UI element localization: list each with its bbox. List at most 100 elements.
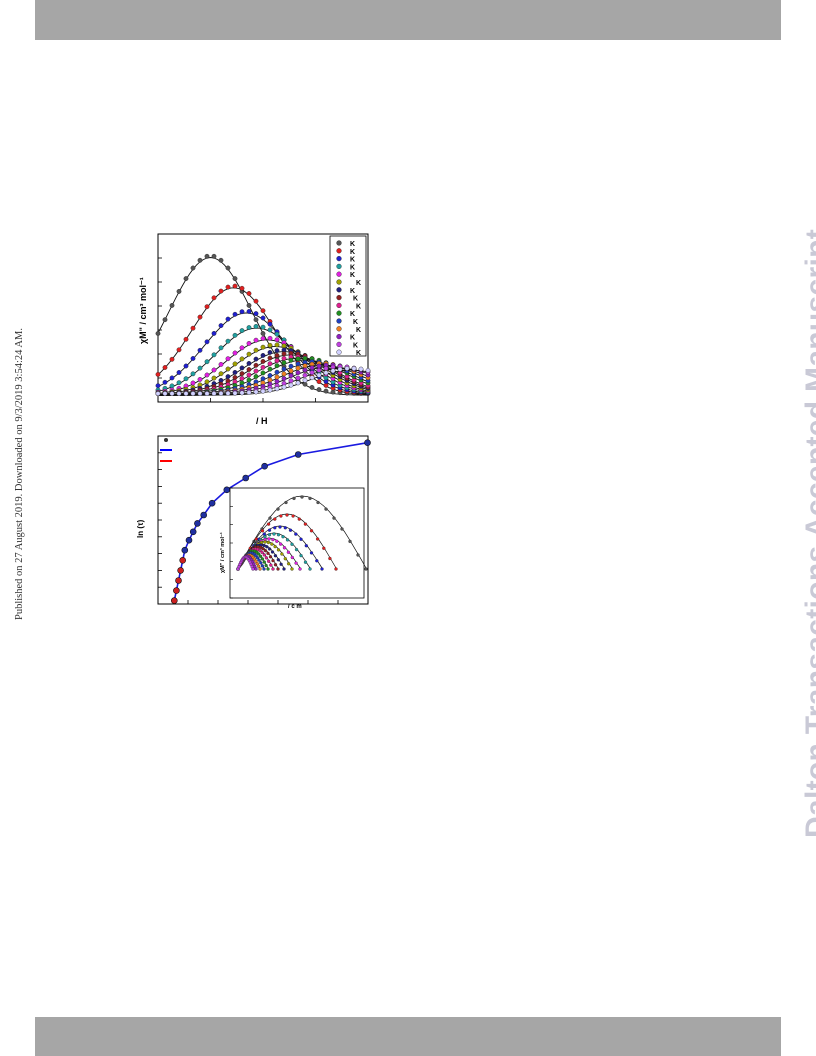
data-point xyxy=(175,577,182,584)
data-point xyxy=(242,474,249,482)
inset-point xyxy=(257,558,261,562)
data-point xyxy=(288,382,294,388)
data-point xyxy=(281,360,287,366)
inset-point xyxy=(258,554,263,558)
data-point xyxy=(281,355,287,361)
data-point xyxy=(274,337,280,343)
inset-point xyxy=(255,561,259,566)
data-point xyxy=(274,352,280,358)
data-point xyxy=(155,391,161,397)
data-point xyxy=(246,372,252,378)
data-point xyxy=(316,372,322,378)
data-point xyxy=(337,366,343,372)
data-point xyxy=(274,348,280,354)
data-point xyxy=(162,391,168,397)
inset-point xyxy=(263,540,267,544)
data-point xyxy=(330,389,336,395)
data-point xyxy=(288,363,294,369)
data-point xyxy=(223,486,231,494)
legend-bottom xyxy=(160,438,172,462)
data-point xyxy=(194,520,201,527)
data-point xyxy=(208,499,216,507)
data-point xyxy=(239,285,245,291)
inset-point xyxy=(290,555,294,560)
data-point xyxy=(190,265,196,271)
inset-point xyxy=(288,528,293,532)
data-point xyxy=(294,451,302,458)
data-point xyxy=(267,321,273,327)
data-point xyxy=(253,324,259,329)
inset-point xyxy=(328,556,332,561)
data-point xyxy=(288,357,294,363)
inset-point xyxy=(303,522,308,526)
data-point xyxy=(183,336,189,342)
data-point xyxy=(204,253,210,259)
data-point xyxy=(246,367,252,372)
data-point xyxy=(211,375,217,381)
legend-label: K xyxy=(353,319,358,326)
data-point xyxy=(260,370,266,376)
data-point xyxy=(218,257,224,263)
data-point xyxy=(155,331,161,336)
inset-point xyxy=(260,529,265,533)
data-point xyxy=(295,356,301,362)
data-point xyxy=(239,309,245,315)
data-point xyxy=(189,528,197,536)
data-point xyxy=(267,327,273,333)
data-point xyxy=(232,369,238,375)
data-point xyxy=(253,347,259,353)
data-point xyxy=(274,363,280,369)
inset-point xyxy=(303,560,308,564)
data-point xyxy=(274,331,280,337)
data-point xyxy=(260,364,266,370)
data-point xyxy=(260,352,266,358)
data-point xyxy=(155,371,161,377)
data-point xyxy=(246,303,252,308)
inset-point xyxy=(267,547,272,551)
data-point xyxy=(267,335,273,341)
inset-point xyxy=(316,500,320,505)
data-point xyxy=(225,390,231,396)
inset-chart: χM" / cm³ mol⁻¹ / c m xyxy=(219,487,368,610)
data-point xyxy=(225,366,231,372)
inset-point xyxy=(258,567,262,571)
chart-bottom: χM" / cm³ mol⁻¹ / c m ln (τ) xyxy=(136,435,371,610)
data-point xyxy=(295,380,301,386)
data-point xyxy=(309,365,315,371)
data-point xyxy=(316,363,322,369)
inset-point xyxy=(309,551,314,555)
data-point xyxy=(169,356,175,362)
data-point xyxy=(204,304,210,310)
data-point xyxy=(197,376,203,382)
data-point xyxy=(204,379,210,385)
data-point xyxy=(281,366,287,372)
data-point xyxy=(330,368,336,374)
inset-point xyxy=(273,563,278,567)
inset-point xyxy=(276,548,281,552)
footer-bar xyxy=(35,1017,781,1056)
data-point xyxy=(204,391,210,397)
inset-point xyxy=(291,514,295,518)
legend-label: K xyxy=(350,257,355,264)
data-point xyxy=(246,360,252,366)
inset-point xyxy=(264,563,268,568)
data-point xyxy=(225,356,231,362)
inset-point xyxy=(251,567,255,571)
inset-point xyxy=(268,555,273,559)
axis-ticks-bottom xyxy=(157,435,369,605)
data-point xyxy=(246,309,252,314)
data-point xyxy=(281,371,287,377)
data-point xyxy=(316,379,322,385)
data-point xyxy=(309,370,315,376)
inset-point xyxy=(271,537,275,542)
data-point xyxy=(281,384,287,390)
inset-point xyxy=(290,567,294,571)
legend-marker xyxy=(336,248,342,254)
y-axis-label-bottom: ln (τ) xyxy=(136,519,145,538)
data-point xyxy=(225,338,231,344)
data-point xyxy=(155,383,161,389)
legend-label: K xyxy=(350,272,355,279)
data-point xyxy=(274,369,280,375)
inset-point xyxy=(264,556,269,560)
inset-point xyxy=(273,517,277,521)
